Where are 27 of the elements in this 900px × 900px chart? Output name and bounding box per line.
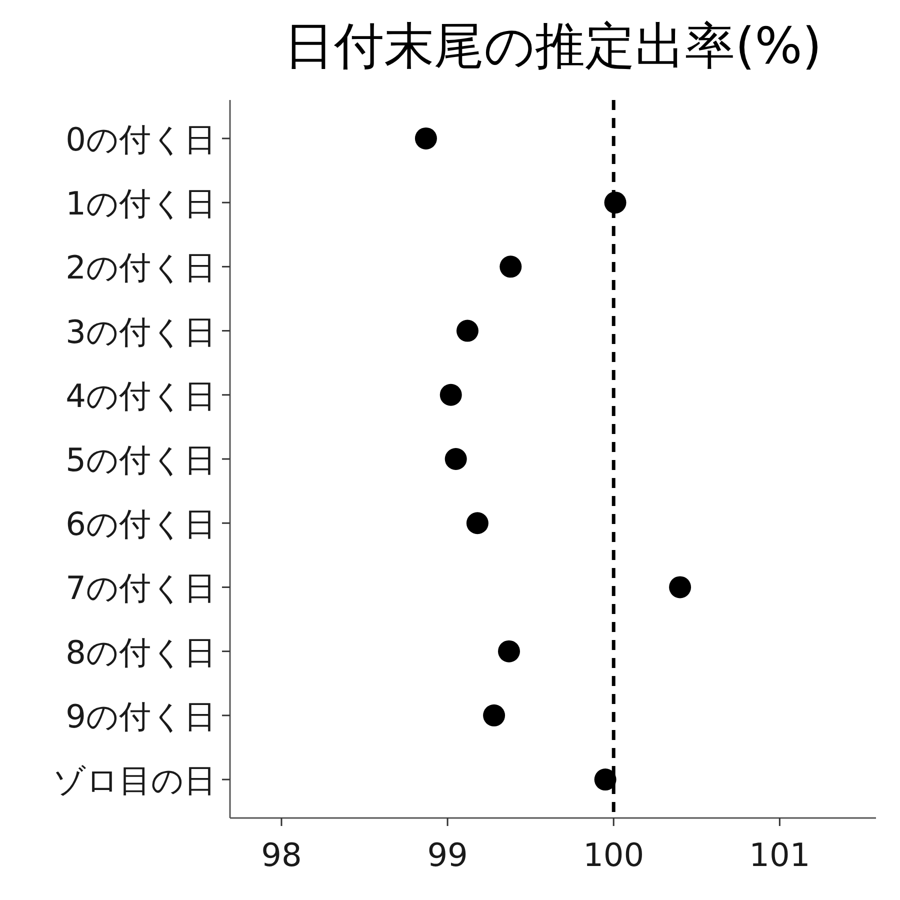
point: [440, 384, 462, 406]
point: [604, 192, 626, 214]
y-tick-label: 9の付く日: [66, 697, 216, 736]
x-tick-label: 101: [749, 836, 810, 874]
y-tick-label: 0の付く日: [66, 120, 216, 158]
x-tick-label: 98: [261, 836, 302, 874]
y-tick-label: 4の付く日: [66, 376, 216, 415]
y-tick-label: 3の付く日: [66, 312, 216, 351]
y-tick-label: 8の付く日: [66, 633, 216, 672]
y-tick-label: 6の付く日: [66, 505, 216, 544]
point: [456, 320, 478, 342]
y-tick-label: 1の付く日: [66, 184, 216, 223]
y-tick-label: 5の付く日: [66, 441, 216, 479]
point: [483, 704, 506, 726]
point: [444, 448, 467, 470]
point: [594, 768, 616, 791]
x-tick-label: 100: [583, 836, 644, 874]
point: [669, 576, 692, 598]
y-tick-label: 2の付く日: [66, 248, 216, 287]
point: [466, 512, 488, 534]
chart-title: 日付末尾の推定出率(%): [284, 17, 822, 75]
y-tick-label: ゾロ目の日: [53, 762, 216, 800]
x-tick-label: 99: [427, 836, 468, 874]
point: [414, 127, 437, 150]
point: [500, 256, 522, 278]
y-tick-label: 7の付く日: [66, 569, 216, 608]
point: [498, 640, 520, 662]
